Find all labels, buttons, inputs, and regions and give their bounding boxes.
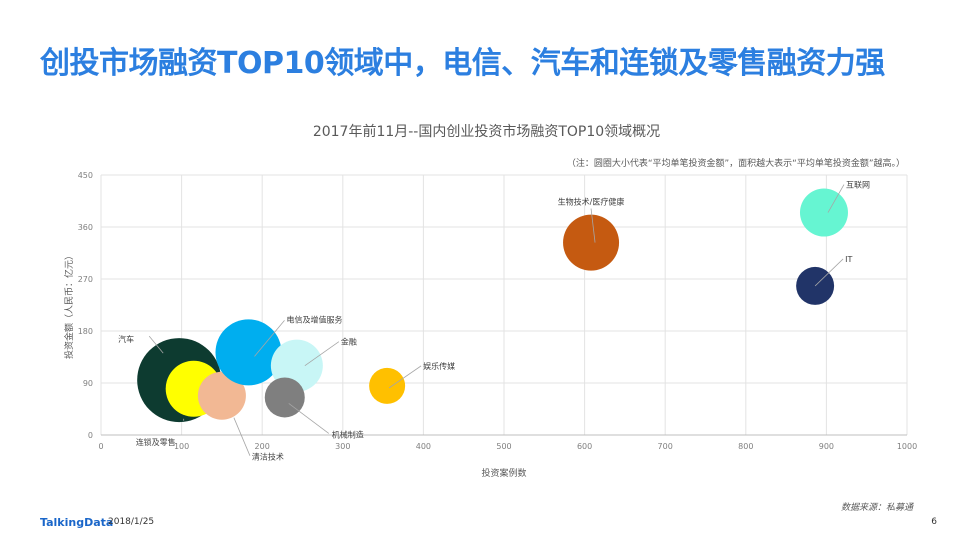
bubble-label: 清洁技术: [252, 452, 284, 462]
y-tick-label: 0: [88, 431, 93, 440]
page-headline: 创投市场融资TOP10领域中，电信、汽车和连锁及零售融资力强: [40, 46, 885, 81]
x-tick-label: 600: [577, 442, 592, 451]
label-leader-line: [388, 365, 422, 389]
y-tick-label: 180: [78, 327, 93, 336]
bubble: [215, 319, 282, 386]
label-leader-line: [304, 341, 340, 366]
y-tick-label: 360: [78, 223, 93, 232]
x-tick-label: 800: [738, 442, 753, 451]
bubble-label: 电信及增值服务: [286, 314, 342, 324]
bubble-label: 汽车: [118, 334, 134, 344]
label-leader-line: [590, 208, 596, 243]
talkingdata-logo: TalkingData: [40, 516, 114, 529]
data-source: 数据来源：私募通: [840, 503, 913, 513]
footer-date: 2018/1/25: [108, 517, 155, 527]
label-leader-line: [827, 184, 845, 213]
bubble: [799, 188, 848, 237]
bubble: [563, 214, 620, 271]
label-leader-line: [288, 403, 330, 434]
bubble-label: 连锁及零售: [136, 437, 176, 447]
y-tick-label: 450: [78, 171, 93, 180]
bubble-label: 金融: [341, 337, 357, 347]
chart-label-leaders: [148, 184, 845, 456]
bubble-label: 生物技术/医疗健康: [558, 197, 625, 207]
x-tick-label: 900: [819, 442, 834, 451]
bubble-label: 机械制造: [332, 429, 364, 439]
x-tick-label: 400: [416, 442, 431, 451]
bubble-label: 娱乐传媒: [423, 361, 455, 371]
y-axis-label: 投资金额（人民币：亿元）: [63, 251, 75, 359]
label-leader-line: [814, 258, 844, 287]
y-tick-label: 270: [78, 275, 93, 284]
chart-title: 2017年前11月--国内创业投资市场融资TOP10领域概况: [312, 124, 661, 140]
x-tick-label: 1000: [897, 442, 917, 451]
bubble-label: IT: [845, 255, 852, 264]
chart-axes: 0 90 180 270 360 450 0 100 200 300 400 500 600 700 800…: [78, 171, 917, 451]
bubble-label: 互联网: [846, 181, 870, 190]
chart-note: （注：圆圈大小代表“平均单笔投资金额”，面积越大表示“平均单笔投资金额”越高。）: [566, 159, 905, 169]
bubble: [197, 371, 246, 420]
x-tick-label: 100: [174, 442, 189, 451]
x-axis-label: 投资案例数: [481, 467, 526, 479]
label-leader-line: [254, 320, 285, 357]
label-leader-line: [233, 417, 251, 456]
label-leader-line: [148, 335, 164, 354]
x-tick-label: 700: [658, 442, 673, 451]
x-tick-label: 300: [335, 442, 350, 451]
y-tick-label: 90: [83, 379, 93, 388]
bubble: [369, 367, 406, 404]
x-tick-label: 0: [98, 442, 103, 451]
page-number: 6: [931, 517, 937, 527]
x-tick-label: 200: [255, 442, 270, 451]
x-tick-label: 500: [496, 442, 511, 451]
chart-bubbles: [137, 188, 848, 423]
